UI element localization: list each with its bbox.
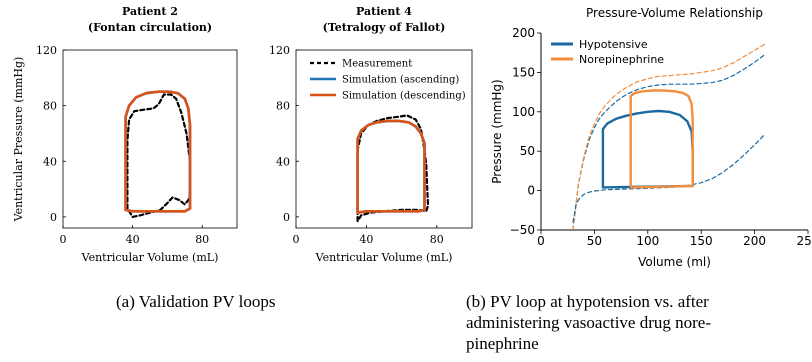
caption-b-line-2: administering vasoactive drug nore- [466,313,712,332]
axes-frame [295,49,473,229]
series-hypotensive [601,109,694,189]
chart-2: Patient 4 (Tetralogy of Fallot) 0 40 80 0 40 80… [269,5,473,264]
x-tick-label: 0 [293,233,300,246]
y-tick-label: 40 [276,155,290,168]
legend-label: Norepinephrine [579,53,664,66]
x-axis-label: Volume (ml) [638,255,711,269]
legend-label: Simulation (ascending) [342,75,459,86]
legend-label: Hypotensive [579,38,648,51]
x-tick-label: 50 [587,234,602,248]
chart-3: Pressure-Volume Relationship 0 50 100 150 200… [490,6,812,269]
y-tick-label: 120 [269,44,290,57]
legend: Hypotensive Norepinephrine [551,38,664,66]
legend: Measurement Simulation (ascending) Simulat… [310,59,466,102]
x-axis-label: Ventricular Volume (mL) [315,251,453,264]
y-tick-label: 0 [527,184,535,198]
x-tick-label: 0 [537,234,545,248]
series-espvr-norepinephrine [572,43,766,230]
x-axis-label: Ventricular Volume (mL) [81,251,219,264]
y-tick-label: 120 [36,44,57,57]
x-tick-label: 80 [195,233,209,246]
plot-area [572,43,766,230]
x-tick-label: 0 [60,233,67,246]
y-tick-label: 40 [43,155,57,168]
plot-area [124,90,192,218]
series-simulation-descending- [356,119,426,214]
series-espvr-hypotensive [572,53,766,230]
x-tick-label: 40 [126,233,140,246]
series-simulation-descending- [124,90,192,213]
y-tick-label: 0 [50,211,57,224]
x-tick-label: 80 [430,233,444,246]
chart-title: Patient 4 [356,5,412,18]
y-tick-label: 150 [512,65,535,79]
x-tick-label: 100 [636,234,659,248]
axes-frame [62,49,238,229]
y-tick-label: 200 [512,26,535,40]
y-tick-label: 50 [520,144,535,158]
series-norepinephrine [629,89,694,189]
chart-title: Pressure-Volume Relationship [586,6,763,20]
caption-b: (b) PV loop at hypotension vs. after adm… [466,291,711,354]
y-tick-label: −50 [510,223,535,237]
caption-b-line-3: pinephrine [466,334,539,353]
y-tick-label: 80 [43,100,57,113]
series-measurement [356,114,430,223]
chart-subtitle: (Tetralogy of Fallot) [323,21,446,34]
y-tick-label: 80 [276,100,290,113]
y-axis-label: Ventricular Pressure (mmHg) [12,57,25,223]
caption-a: (a) Validation PV loops [116,292,276,311]
series-simulation-ascending- [356,119,426,214]
chart-subtitle: (Fontan circulation) [88,21,212,34]
x-tick-label: 150 [690,234,713,248]
chart-title: Patient 2 [122,5,178,18]
y-tick-label: 0 [283,211,290,224]
legend-label: Simulation (descending) [342,91,466,102]
x-tick-label: 200 [743,234,766,248]
y-tick-label: 100 [512,105,535,119]
x-tick-label: 250 [797,234,812,248]
x-tick-label: 40 [359,233,373,246]
plot-area [356,114,430,223]
legend-label: Measurement [342,59,412,70]
caption-b-line-1: (b) PV loop at hypotension vs. after [466,292,709,311]
y-axis-label: Pressure (mmHg) [490,79,504,183]
series-measurement [126,93,192,218]
chart-1: Patient 2 (Fontan circulation) 0 40 80 0 40 80 1… [12,5,238,264]
